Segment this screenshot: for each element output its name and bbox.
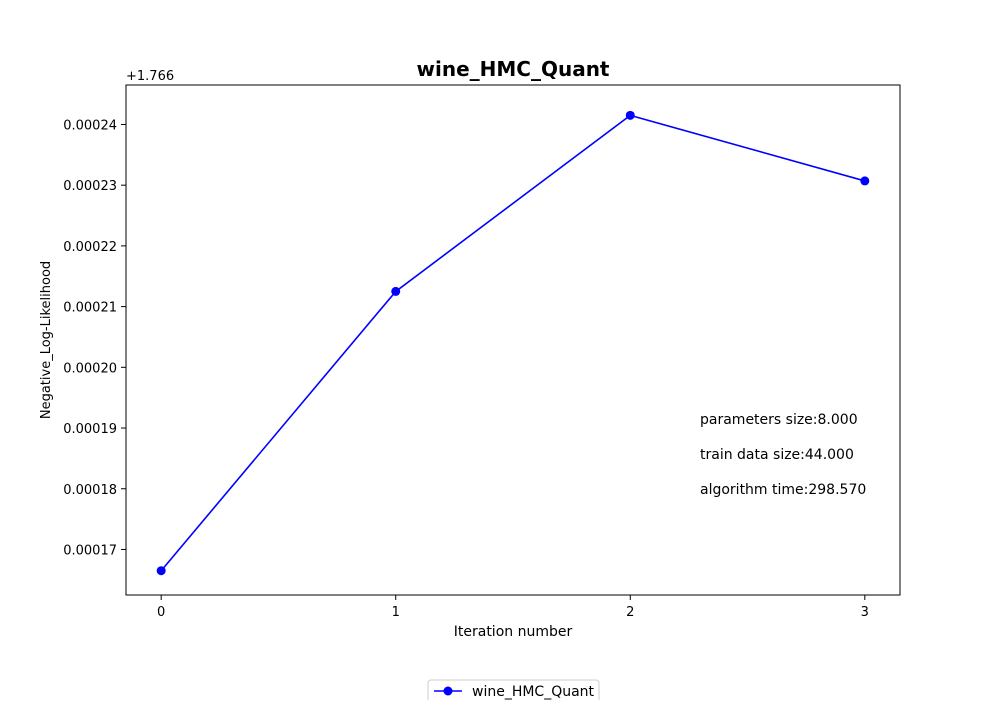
y-tick-label: 0.00019 [63, 422, 117, 437]
x-tick-label: 0 [157, 605, 165, 620]
plot-frame [125, 84, 901, 596]
y-tick-label: 0.00021 [63, 301, 117, 316]
y-offset-label: +1.766 [126, 69, 174, 84]
x-tick-label: 1 [392, 605, 400, 620]
y-tick-label: 0.00020 [63, 361, 117, 376]
legend-label: wine_HMC_Quant [472, 684, 595, 700]
data-point [625, 110, 635, 120]
legend-marker-swatch [443, 686, 453, 696]
y-tick-label: 0.00017 [63, 543, 117, 558]
y-tick-label: 0.00022 [63, 240, 117, 255]
annotation-algorithm-time: algorithm time:298.570 [700, 482, 866, 498]
annotation-parameters: parameters size:8.000 [700, 412, 858, 428]
data-point [156, 566, 166, 576]
legend: wine_HMC_Quant [427, 679, 600, 704]
series-line [160, 114, 866, 572]
y-tick-label: 0.00018 [63, 483, 117, 498]
x-tick-label: 2 [626, 605, 634, 620]
data-point [391, 286, 401, 296]
y-axis-label: Negative_Log-Likelihood [39, 261, 54, 419]
annotation-train-data: train data size:44.000 [700, 447, 854, 463]
y-tick-label: 0.00023 [63, 179, 117, 194]
y-tick-label: 0.00024 [63, 118, 117, 133]
chart-title: wine_HMC_Quant [417, 57, 610, 81]
x-tick-label: 3 [861, 605, 869, 620]
data-point [860, 176, 870, 186]
x-axis-label: Iteration number [454, 624, 573, 640]
legend-box [427, 679, 600, 704]
